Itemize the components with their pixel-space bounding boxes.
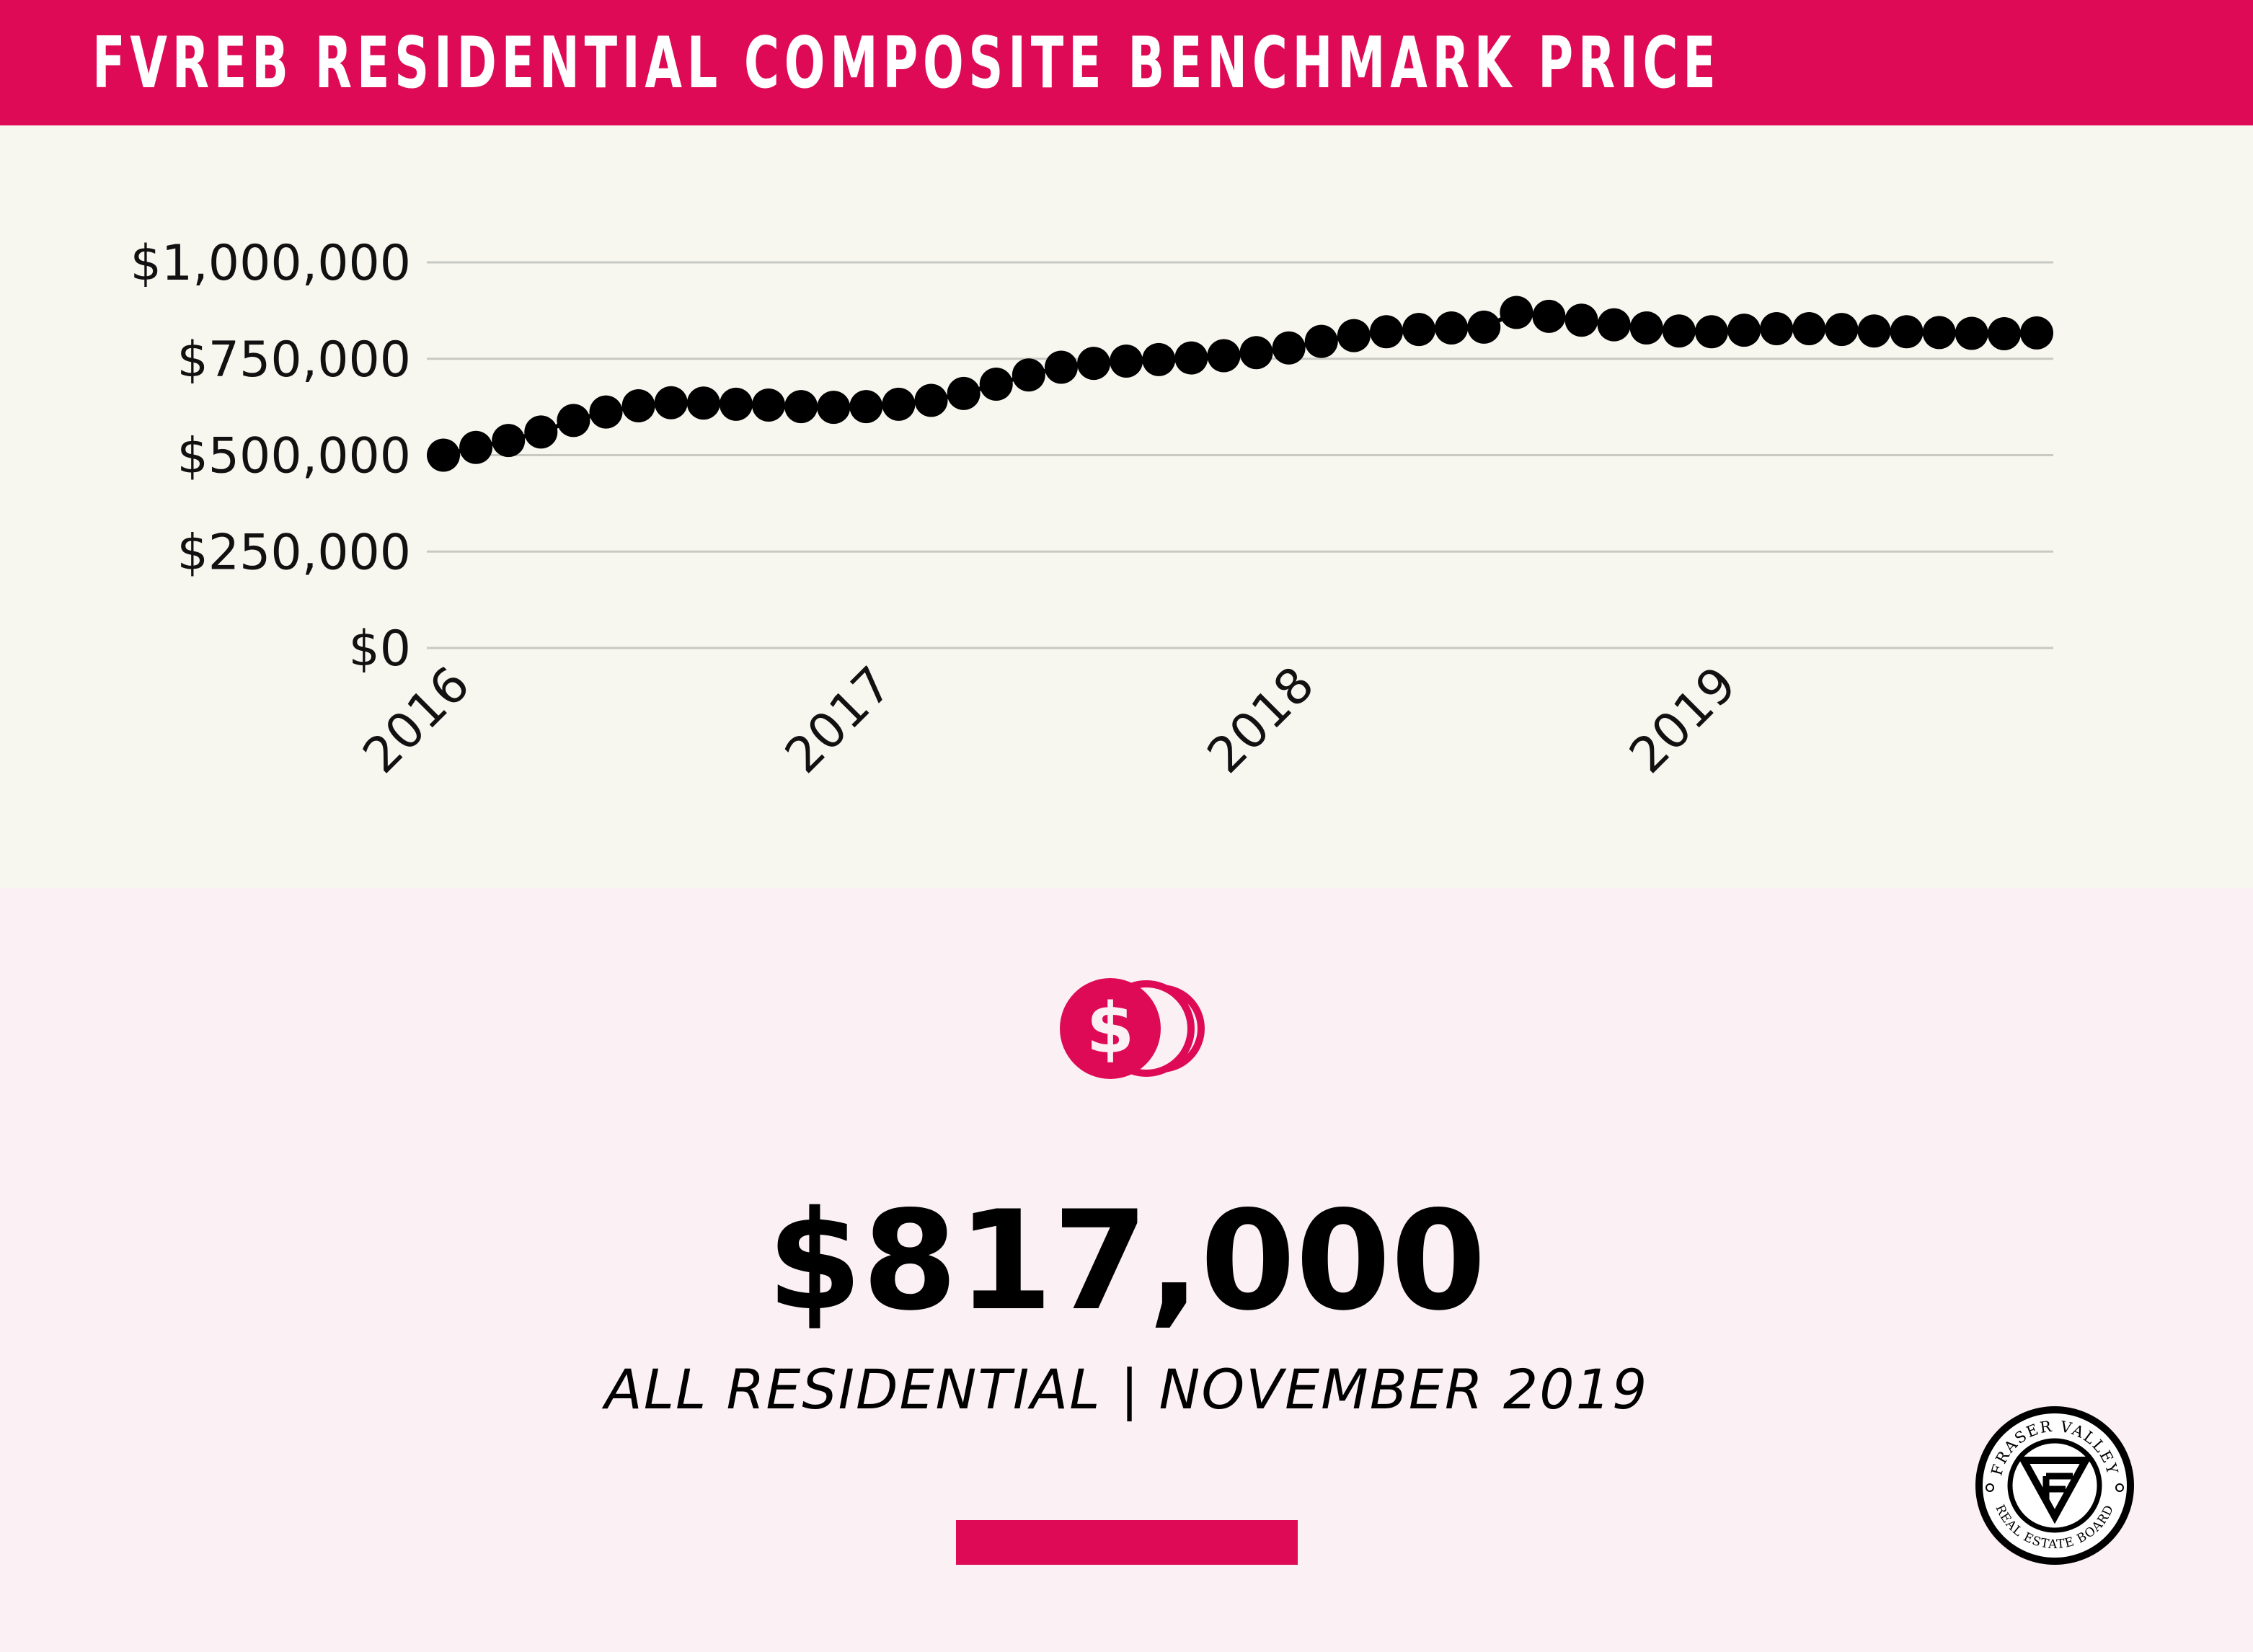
data-point — [1077, 347, 1111, 381]
data-point — [1564, 303, 1598, 337]
data-point — [459, 430, 493, 464]
y-tick-label: $250,000 — [177, 524, 411, 581]
data-point — [1272, 331, 1306, 365]
series-points — [427, 296, 2053, 472]
data-point — [427, 438, 460, 472]
header-banner: FVREB RESIDENTIAL COMPOSITE BENCHMARK PR… — [0, 0, 2253, 125]
data-point — [524, 415, 558, 449]
data-point — [1012, 358, 1045, 392]
data-point — [1110, 344, 1143, 378]
chart-grid — [427, 261, 2053, 649]
data-point — [686, 386, 720, 420]
data-point — [1532, 299, 1566, 333]
data-point — [1304, 324, 1338, 358]
data-point — [1337, 319, 1371, 352]
page-title: FVREB RESIDENTIAL COMPOSITE BENCHMARK PR… — [92, 22, 1721, 105]
svg-text:$: $ — [1086, 988, 1135, 1069]
data-point — [1044, 350, 1078, 384]
x-tick-label: 2019 — [1619, 656, 1748, 784]
fraser-valley-logo: FRASER VALLEY REAL ESTATE BOARD — [1975, 1406, 2134, 1565]
benchmark-price-caption: ALL RESIDENTIAL | NOVEMBER 2019 — [604, 1357, 1649, 1421]
data-point — [1922, 316, 1956, 350]
data-point — [719, 387, 753, 421]
data-point — [784, 390, 818, 424]
data-point — [1694, 315, 1728, 349]
accent-divider — [956, 1520, 1298, 1565]
data-point — [817, 391, 851, 425]
data-point — [654, 386, 688, 419]
y-axis-tick-labels: $1,000,000 $750,000 $500,000 $250,000 $0 — [130, 235, 411, 678]
x-tick-label: 2018 — [1197, 656, 1325, 784]
data-point — [1825, 313, 1859, 347]
data-point — [882, 387, 916, 421]
y-tick-label: $500,000 — [177, 428, 411, 485]
data-point — [621, 389, 655, 423]
data-point — [2020, 316, 2053, 350]
benchmark-price-chart: $1,000,000 $750,000 $500,000 $250,000 $0 201… — [130, 235, 2053, 784]
data-point — [1467, 310, 1501, 344]
x-axis-tick-labels: 2016 2017 2018 2019 — [353, 656, 1748, 784]
data-point — [849, 390, 883, 424]
data-point — [1760, 312, 1794, 346]
data-point — [1597, 308, 1631, 342]
y-tick-label: $0 — [348, 621, 411, 678]
data-point — [1402, 313, 1436, 347]
data-point — [1857, 314, 1891, 348]
data-point — [557, 404, 590, 438]
dollar-coins-icon: $ — [1060, 978, 1205, 1079]
data-point — [589, 395, 623, 429]
benchmark-price-value: $817,000 — [766, 1181, 1487, 1341]
data-point — [1629, 311, 1663, 345]
y-tick-label: $750,000 — [177, 332, 411, 388]
data-point — [1174, 341, 1208, 375]
data-point — [1662, 314, 1696, 348]
data-point — [914, 383, 948, 417]
data-point — [492, 424, 526, 458]
data-point — [1955, 316, 1988, 350]
y-tick-label: $1,000,000 — [130, 235, 411, 292]
data-point — [1727, 314, 1761, 347]
data-point — [1500, 296, 1533, 329]
data-point — [1142, 342, 1176, 376]
data-point — [979, 368, 1013, 401]
data-point — [1792, 312, 1826, 346]
data-point — [947, 376, 981, 410]
data-point — [752, 388, 786, 422]
data-point — [1239, 336, 1273, 370]
data-point — [1435, 311, 1469, 345]
x-tick-label: 2017 — [774, 656, 903, 784]
data-point — [1207, 339, 1241, 373]
chart-panel: $1,000,000 $750,000 $500,000 $250,000 $0 201… — [0, 125, 2253, 888]
data-point — [1987, 316, 2021, 350]
data-point — [1890, 315, 1924, 349]
data-point — [1369, 315, 1403, 349]
